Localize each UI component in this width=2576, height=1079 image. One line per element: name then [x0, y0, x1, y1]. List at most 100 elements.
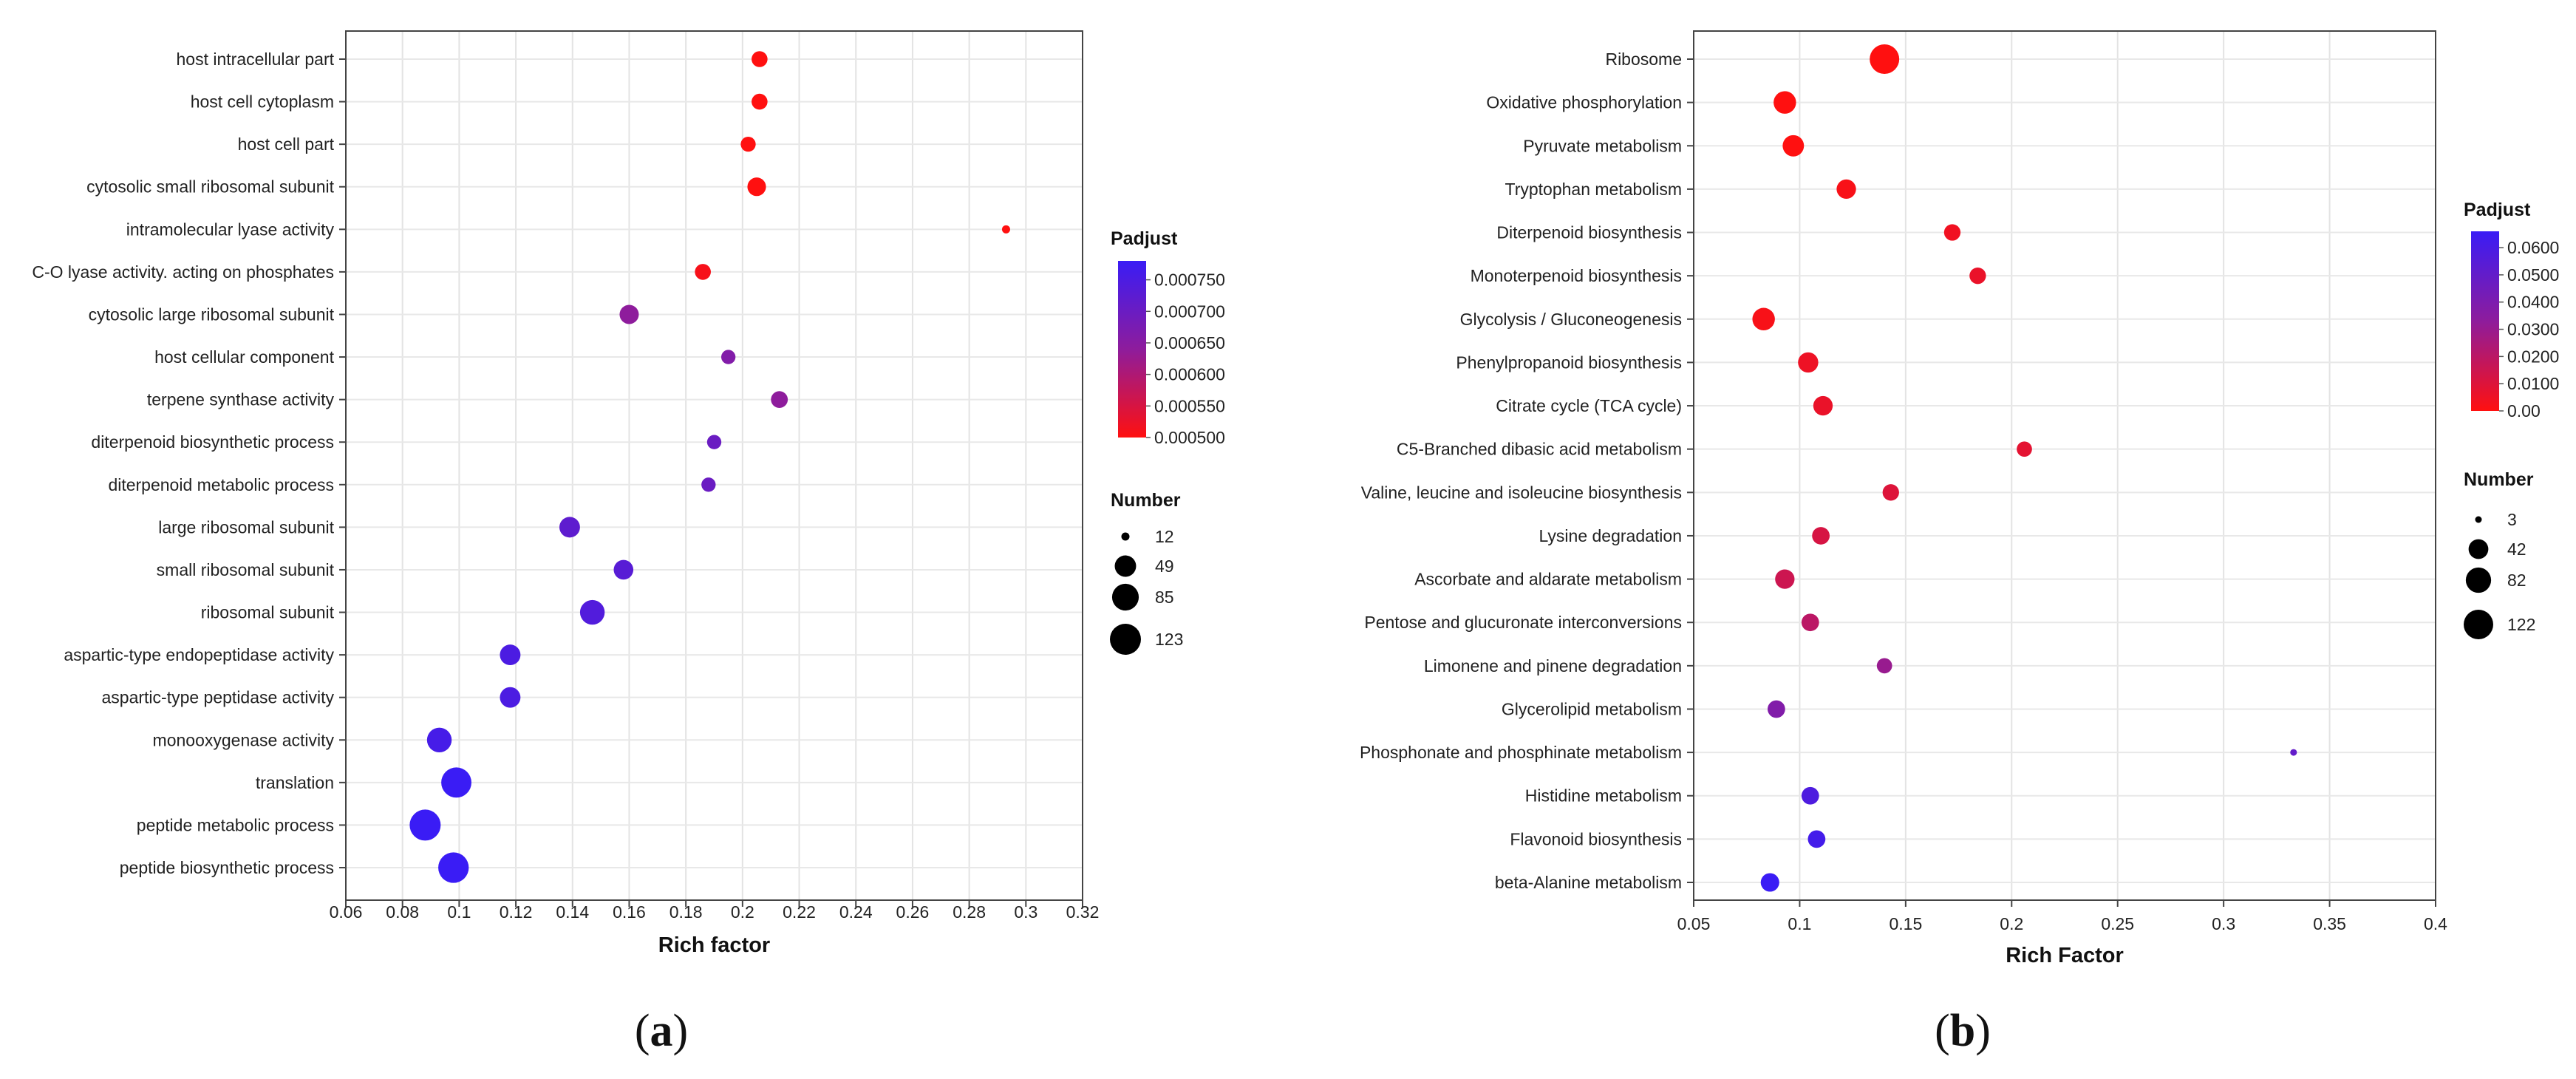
color-bar-label: 0.000550 — [1154, 396, 1225, 415]
data-point — [695, 264, 711, 280]
legend-number: Number 12 49 85 123 — [1110, 490, 1183, 655]
category-label: host cell cytoplasm — [191, 92, 334, 112]
data-point — [1775, 569, 1795, 589]
x-tick-label: 0.15 — [1889, 914, 1922, 933]
y-axis: host intracellular part host cell cytopla… — [32, 50, 346, 877]
x-tick-label: 0.25 — [2101, 914, 2134, 933]
x-tick-label: 0.24 — [839, 902, 873, 922]
category-label: aspartic-type endopeptidase activity — [64, 645, 334, 664]
category-label: monooxygenase activity — [153, 730, 335, 749]
x-tick-label: 0.1 — [1788, 914, 1811, 933]
x-tick-label: 0.28 — [953, 902, 986, 922]
category-label: host cell part — [238, 135, 335, 154]
data-point — [1943, 224, 1961, 241]
data-point — [771, 391, 788, 409]
category-label: Glycerolipid metabolism — [1502, 699, 1682, 718]
grid — [1693, 31, 2436, 900]
chart-panel-b: 0.05 0.1 0.15 0.2 0.25 0.3 0.35 0.4 Rich Factor R… — [1360, 30, 2559, 1056]
category-label: cytosolic large ribosomal subunit — [89, 304, 335, 324]
size-legend-dot — [2468, 539, 2489, 559]
panel-label-open: ( — [635, 1006, 650, 1056]
data-point — [747, 177, 766, 197]
category-label: translation — [256, 773, 334, 792]
size-legend-dot — [2475, 516, 2482, 523]
legend-number: Number 3 42 82 122 — [2464, 469, 2535, 639]
color-bar-label: 0.00 — [2507, 401, 2541, 421]
data-point — [706, 435, 722, 449]
data-point — [1870, 44, 1900, 74]
plot-frame — [345, 30, 1083, 901]
category-label: aspartic-type peptidase activity — [102, 688, 335, 707]
data-point — [1807, 830, 1826, 848]
size-legend-dot — [1121, 532, 1130, 541]
category-label: Histidine metabolism — [1525, 786, 1682, 806]
data-point — [752, 93, 768, 110]
color-bar-label: 0.0400 — [2507, 293, 2559, 312]
size-legend-label: 123 — [1155, 630, 1183, 649]
category-label: Oxidative phosphorylation — [1486, 93, 1682, 112]
legend-padjust-title: Padjust — [2464, 200, 2531, 220]
color-bar-label: 0.0600 — [2507, 238, 2559, 257]
x-tick-label: 0.12 — [500, 902, 533, 922]
category-label: Pyruvate metabolism — [1523, 136, 1682, 155]
x-tick-label: 0.35 — [2313, 914, 2346, 933]
x-tick-label: 0.1 — [447, 902, 471, 922]
category-label: Pentose and glucuronate interconversions — [1364, 613, 1682, 632]
category-label: C5-Branched dibasic acid metabolism — [1397, 440, 1682, 459]
data-point — [2017, 441, 2032, 457]
x-tick-label: 0.14 — [556, 902, 589, 922]
size-legend-dot — [2465, 567, 2492, 593]
category-label: Limonene and pinene degradation — [1424, 656, 1682, 675]
panel-label-close: ) — [1975, 1006, 1991, 1056]
data-point — [441, 767, 471, 798]
x-tick-label: 0.2 — [2000, 914, 2023, 933]
data-point — [1813, 395, 1833, 416]
x-tick-label: 0.32 — [1066, 902, 1100, 922]
data-point — [1767, 700, 1785, 718]
size-legend-dot — [1111, 583, 1139, 611]
category-label: Phenylpropanoid biosynthesis — [1456, 353, 1682, 372]
category-label: peptide biosynthetic process — [120, 858, 334, 877]
category-label: Lysine degradation — [1539, 526, 1682, 545]
x-tick-label: 0.16 — [613, 902, 646, 922]
category-label: intramolecular lyase activity — [126, 219, 335, 239]
x-tick-label: 0.05 — [1677, 914, 1711, 933]
category-label: Ascorbate and aldarate metabolism — [1414, 570, 1682, 589]
legend-padjust: Padjust 0.0600 0.0500 0.0400 0.0300 0.0200 0.0… — [2464, 200, 2559, 421]
x-tick-label: 0.22 — [783, 902, 816, 922]
category-label: terpene synthase activity — [147, 390, 335, 409]
panel-label-open: ( — [1935, 1006, 1950, 1056]
data-point — [2290, 749, 2297, 756]
data-point — [1836, 179, 1856, 200]
color-bar — [1118, 261, 1146, 438]
data-point — [1760, 873, 1779, 892]
x-axis: 0.06 0.08 0.1 0.12 0.14 0.16 0.18 0.2 0.22 0.24 0.… — [330, 900, 1100, 922]
size-legend-dot — [1110, 624, 1141, 655]
panel-label: (b) — [1935, 1006, 1991, 1056]
x-tick-label: 0.3 — [1014, 902, 1037, 922]
color-bar-label: 0.000600 — [1154, 365, 1225, 384]
data-point — [1801, 786, 1819, 805]
plot-frame — [1693, 30, 2436, 901]
size-legend-label: 122 — [2507, 615, 2535, 634]
color-bar-label: 0.000650 — [1154, 333, 1225, 353]
category-label: Monoterpenoid biosynthesis — [1471, 266, 1682, 285]
category-label: diterpenoid biosynthetic process — [91, 432, 334, 452]
category-label: Phosphonate and phosphinate metabolism — [1360, 743, 1682, 762]
color-bar-label: 0.000500 — [1154, 428, 1225, 447]
category-label: beta-Alanine metabolism — [1495, 873, 1682, 892]
size-legend-label: 49 — [1155, 556, 1174, 576]
data-point — [1969, 267, 1986, 285]
data-point — [438, 852, 469, 883]
chart-panel-a: 0.06 0.08 0.1 0.12 0.14 0.16 0.18 0.2 0.22 0.24 0.… — [32, 30, 1225, 1056]
panel-label-letter: a — [650, 1006, 673, 1056]
data-point — [1001, 225, 1010, 234]
category-label: diterpenoid metabolic process — [108, 475, 334, 494]
size-legend-label: 12 — [1155, 527, 1174, 546]
size-legend-label: 42 — [2507, 540, 2526, 559]
legend-padjust: Padjust 0.000750 0.000700 0.000650 0.000600 0… — [1111, 228, 1225, 447]
size-legend-dot — [1114, 555, 1137, 577]
category-label: Citrate cycle (TCA cycle) — [1496, 396, 1682, 415]
category-label: cytosolic small ribosomal subunit — [86, 177, 335, 197]
